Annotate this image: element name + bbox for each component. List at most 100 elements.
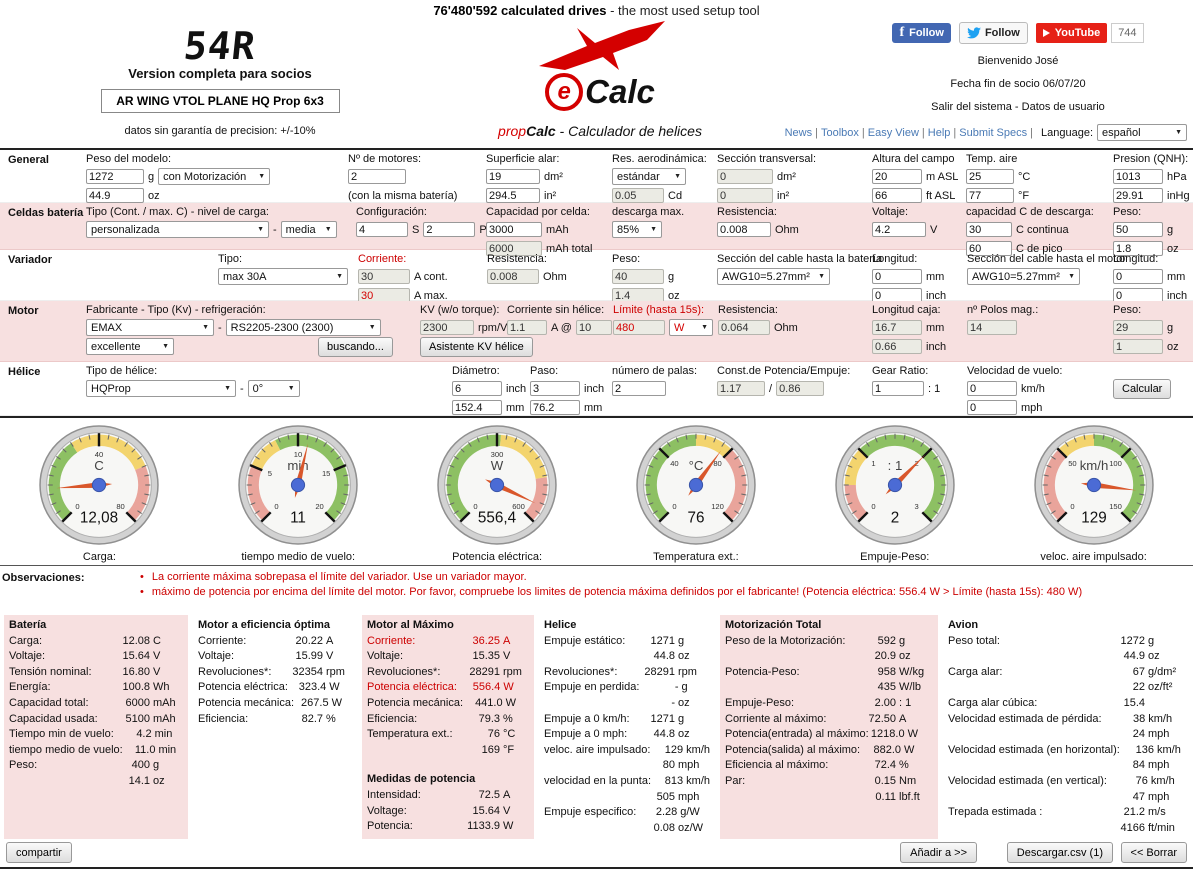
peso-modelo-input-1-0[interactable]: [86, 188, 144, 203]
peso-modelo-input-0-0[interactable]: [86, 169, 144, 184]
num-motores-input-0-0[interactable]: [348, 169, 406, 184]
cable-motor-select-0-0[interactable]: AWG10=5.27mm² ▼: [967, 268, 1080, 285]
result-label: Empuje en perdida:: [544, 681, 640, 694]
field-line: oz: [1113, 338, 1183, 355]
tipo-variador-select-0-0[interactable]: max 30A ▼: [218, 268, 348, 285]
field-line: inch: [872, 338, 950, 355]
temp-aire-input-1-0[interactable]: [966, 188, 1014, 203]
velocidad-vuelo-input-0-0[interactable]: [967, 381, 1017, 396]
temp-aire-input-0-0[interactable]: [966, 169, 1014, 184]
fabricante-select-0-2[interactable]: RS2205-2300 (2300) ▼: [225, 319, 381, 336]
longitud-bateria-input-0-0[interactable]: [872, 269, 922, 284]
altura-campo-input-0-0[interactable]: [872, 169, 922, 184]
nav-link-easy-view[interactable]: Easy View: [867, 126, 919, 139]
field-label-res-aerodinamica: Res. aerodinámica:: [612, 153, 707, 165]
nav-link-news[interactable]: News: [784, 126, 813, 139]
result-value: 16.80: [122, 665, 150, 678]
velocidad-vuelo-unit: mph: [1021, 401, 1043, 414]
result-value: 21.2: [1123, 806, 1145, 819]
palas-input-0-0[interactable]: [612, 381, 666, 396]
asistente-kv-h-lice-button[interactable]: Asistente KV hélice: [420, 336, 533, 357]
result-unit: A: [503, 634, 511, 647]
nav-link-toolbox[interactable]: Toolbox: [820, 126, 859, 139]
capacidad-celda-input-0-0[interactable]: [486, 222, 542, 237]
peso-celda-input-0-0[interactable]: [1113, 222, 1163, 237]
field-line: oz: [1113, 240, 1183, 257]
superficie-alar-input-0-0[interactable]: [486, 169, 540, 184]
result-unit: A: [503, 788, 511, 801]
chevron-down-icon: ▼: [257, 226, 264, 233]
field-group-velocidad-vuelo: Velocidad de vuelo: km/h mph: [967, 365, 1062, 416]
cable-bateria-select-0-0[interactable]: AWG10=5.27mm² ▼: [717, 268, 830, 285]
result-unit: oz: [678, 696, 690, 709]
buscando-button[interactable]: buscando...: [318, 336, 393, 357]
capacidad-c-input-1-0[interactable]: [966, 241, 1012, 256]
longitud-motor-input-1-0[interactable]: [1113, 288, 1163, 303]
tipo-helice-select-0-2[interactable]: 0° ▼: [247, 380, 300, 397]
result-label: [948, 821, 1101, 837]
altura-campo-input-1-0[interactable]: [872, 188, 922, 203]
add-to-button[interactable]: Añadir a >>: [900, 842, 977, 864]
tipo-celda-select-0-0[interactable]: personalizada ▼: [86, 221, 269, 238]
result-label: Corriente:: [198, 634, 247, 647]
nav-link-submit-specs[interactable]: Submit Specs: [959, 126, 1028, 139]
observation-text: máximo de potencia por encima del límite…: [151, 586, 1083, 598]
language-select[interactable]: español ▼: [1097, 124, 1187, 141]
peso-celda-input-1-0[interactable]: [1113, 241, 1163, 256]
observations-label: Observaciones:: [2, 572, 85, 584]
welcome-text: Bienvenido José: [977, 55, 1059, 67]
nav-link-help[interactable]: Help: [927, 126, 951, 139]
longitud-bateria-unit: inch: [926, 289, 947, 302]
clear-button[interactable]: << Borrar: [1120, 842, 1187, 864]
configuracion-input-0-0[interactable]: [356, 222, 408, 237]
result-title-avion: Avion: [948, 619, 979, 631]
presion-qnh-input-1-0[interactable]: [1113, 188, 1163, 203]
presion-qnh-input-0-0[interactable]: [1113, 169, 1163, 184]
gear-ratio-input-0-0[interactable]: [872, 381, 924, 396]
descarga-max-select-0-0[interactable]: 85% ▼: [612, 221, 662, 238]
paso-input-0-0[interactable]: [530, 381, 580, 396]
result-label: Revoluciones*:: [198, 665, 272, 678]
facebook-follow-button[interactable]: f Follow: [892, 23, 951, 43]
field-group-limite: Límite (hasta 15s):W▼: [613, 304, 717, 336]
twitter-follow-button[interactable]: Follow: [958, 22, 1028, 44]
logout-link[interactable]: Salir del sistema - Datos de usuario: [931, 101, 1105, 113]
capacidad-c-input-0-0[interactable]: [966, 222, 1012, 237]
tipo-celda-select-0-2[interactable]: media ▼: [280, 221, 337, 238]
result-label: [367, 743, 456, 759]
longitud-motor-input-0-0[interactable]: [1113, 269, 1163, 284]
result-label: Voltaje:: [198, 650, 235, 663]
project-name-input[interactable]: [100, 89, 340, 113]
diametro-input-1-0[interactable]: [452, 400, 502, 415]
youtube-button[interactable]: YouTube: [1035, 23, 1108, 43]
limite-select-0-1[interactable]: W ▼: [669, 319, 713, 336]
field-group-kv: KV (w/o torque): rpm/V Asistente KV hélice: [420, 304, 537, 357]
field-line: HQProp ▼ -0° ▼: [86, 380, 304, 397]
voltaje-celda-input-0-0[interactable]: [872, 222, 926, 237]
gauge-label-potencia-electrica: Potencia eléctrica:: [452, 551, 543, 563]
superficie-alar-input-1-0[interactable]: [486, 188, 540, 203]
resistencia-variador-input-0-0: [487, 269, 539, 284]
field-line: m ASL: [872, 168, 962, 185]
tipo-helice-select-0-0[interactable]: HQProp ▼: [86, 380, 236, 397]
fabricante-select-1-0[interactable]: excellente ▼: [86, 338, 174, 355]
paso-input-1-0[interactable]: [530, 400, 580, 415]
configuracion-unit: P: [479, 223, 487, 236]
peso-modelo-select-0-2[interactable]: con Motorización ▼: [158, 168, 271, 185]
configuracion-input-0-2[interactable]: [423, 222, 476, 237]
calcular-button[interactable]: Calcular: [1113, 378, 1172, 399]
cable-bateria-select-value: AWG10=5.27mm²: [722, 270, 810, 283]
fabricante-select-0-0[interactable]: EMAX ▼: [86, 319, 214, 336]
result-unit: V: [503, 804, 511, 817]
seccion-transversal-unit: dm²: [777, 170, 796, 183]
resistencia-celda-input-0-0[interactable]: [717, 222, 771, 237]
velocidad-vuelo-input-1-0[interactable]: [967, 400, 1017, 415]
res-aerodinamica-select-0-0[interactable]: estándar ▼: [612, 168, 686, 185]
diametro-input-0-0[interactable]: [452, 381, 502, 396]
result-unit: V: [503, 650, 511, 663]
download-csv-button[interactable]: Descargar.csv (1): [1006, 842, 1113, 864]
result-value: 15.64: [122, 650, 150, 663]
result-row: Empuje a 0 mph: 44.8 oz: [544, 727, 710, 743]
share-button[interactable]: compartir: [6, 842, 72, 864]
